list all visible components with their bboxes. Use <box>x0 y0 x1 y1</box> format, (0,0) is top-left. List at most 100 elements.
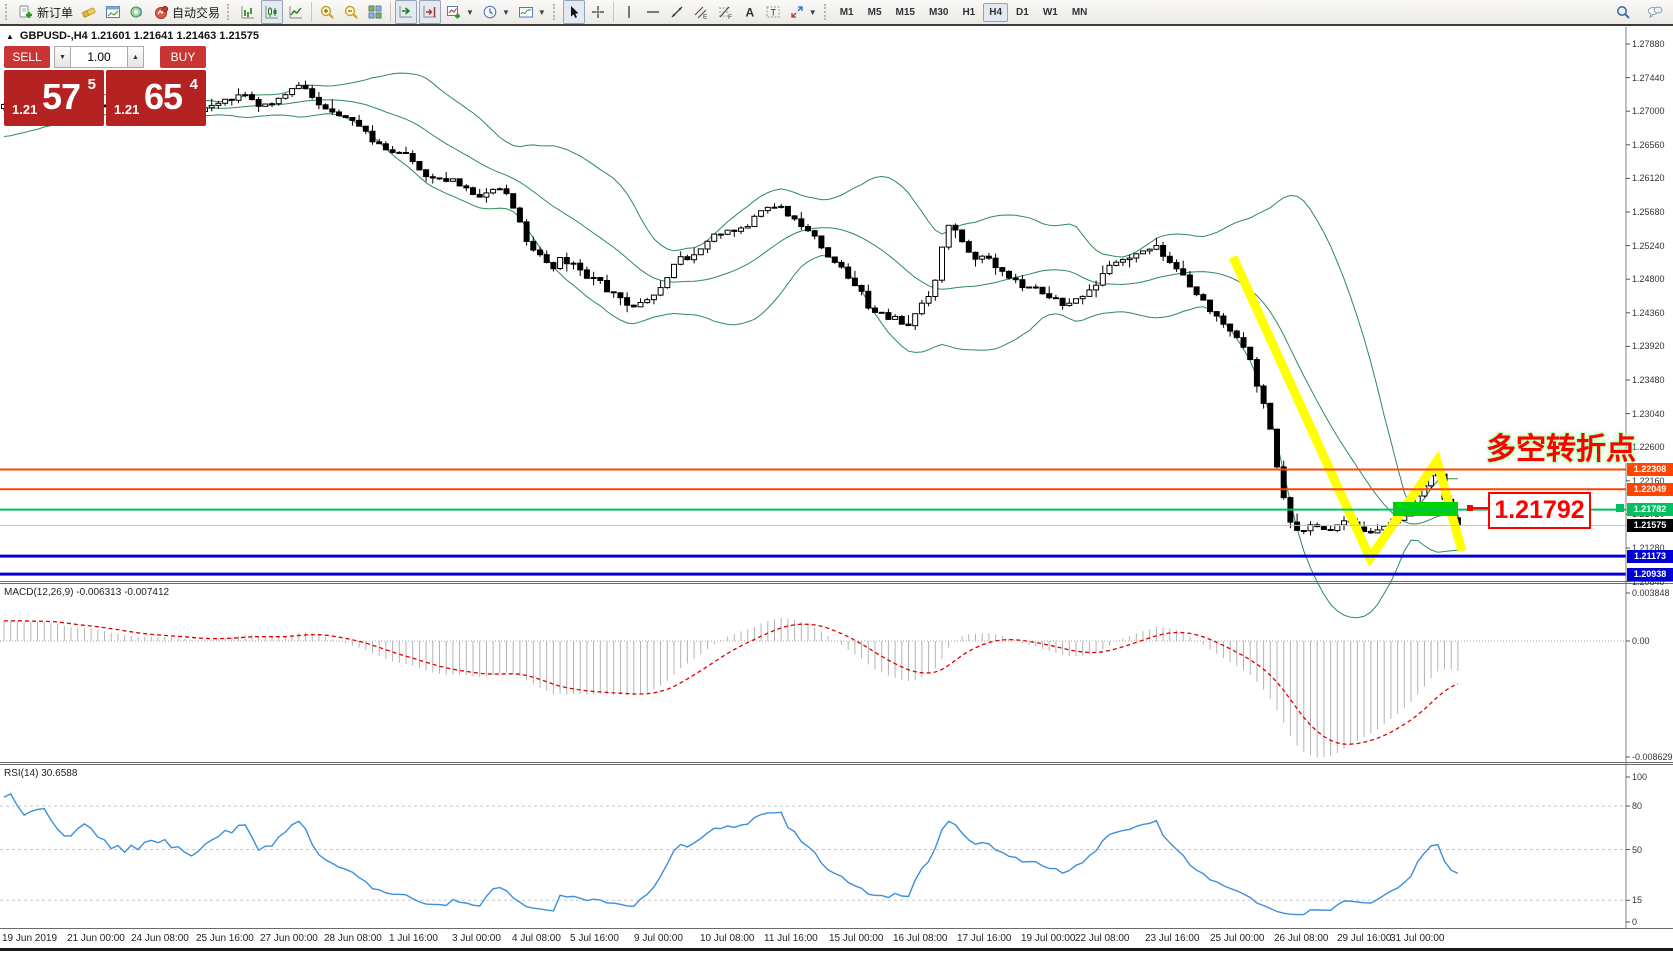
new-order-button-label: 新订单 <box>37 5 74 20</box>
line-chart-button[interactable] <box>285 0 307 24</box>
search-button[interactable] <box>1612 0 1634 24</box>
chart-shift-button[interactable] <box>395 0 418 24</box>
timeframe-m15[interactable]: M15 <box>895 6 915 18</box>
cursor-button[interactable] <box>562 0 585 24</box>
vertical-line-button[interactable] <box>618 0 640 24</box>
buy-price-prefix: 1.21 <box>114 102 140 117</box>
time-axis-label: 17 Jul 16:00 <box>957 933 1012 944</box>
text-label-button[interactable]: T <box>762 0 784 24</box>
rsi-tick-label: 0 <box>1632 917 1638 927</box>
price-tick-label: 1.25240 <box>1632 241 1665 251</box>
time-axis-label: 15 Jul 00:00 <box>829 933 884 944</box>
toolbar-grip[interactable] <box>552 4 559 20</box>
tile-windows-button[interactable] <box>364 0 386 24</box>
volume-input[interactable] <box>71 46 127 68</box>
timeframe-m30[interactable]: M30 <box>928 6 949 18</box>
periods-button[interactable]: ▼ <box>479 0 513 24</box>
time-axis-label: 28 Jun 08:00 <box>324 933 382 944</box>
toolbar-separator <box>612 2 614 22</box>
time-axis-label: 11 Jul 16:00 <box>764 933 818 944</box>
templates-button[interactable]: ▼ <box>515 0 549 24</box>
hline-icon <box>646 11 659 13</box>
trendline-button[interactable] <box>666 0 688 24</box>
indicators-button[interactable]: ▼ <box>443 0 477 24</box>
arrows-button[interactable]: ▼ <box>786 0 820 24</box>
volume-increase-button[interactable]: ▲ <box>127 46 144 68</box>
channel-button[interactable]: E <box>690 0 712 24</box>
buy-price-box[interactable]: 1.21 65 4 <box>106 70 206 126</box>
callout-connector-anchor <box>1467 505 1473 511</box>
price-tick-label: 1.23040 <box>1632 409 1665 419</box>
sell-price-box[interactable]: 1.21 57 5 <box>4 70 104 126</box>
line-end-marker[interactable] <box>1616 504 1624 512</box>
dropdown-arrow-icon[interactable]: ▼ <box>466 7 474 17</box>
zoom-in-button[interactable] <box>316 0 338 24</box>
auto-scroll-button[interactable] <box>419 0 442 24</box>
dropdown-arrow-icon[interactable]: ▼ <box>537 7 546 17</box>
timeframe-h4[interactable]: H4 <box>983 2 1009 22</box>
bar-chart-button[interactable] <box>237 0 259 24</box>
price-tick-label: 1.24360 <box>1632 308 1665 318</box>
macd-tick-label: 0.00 <box>1632 636 1650 646</box>
time-axis-label: 19 Jul 00:00 <box>1021 933 1076 944</box>
volume-stepper: ▼ ▲ <box>54 46 156 68</box>
timeframe-d1[interactable]: D1 <box>1016 6 1029 18</box>
trendline-icon <box>671 6 683 18</box>
price-level-label: 1.20938 <box>1627 568 1673 581</box>
zoom-in-icon <box>320 5 334 19</box>
vline-icon <box>628 6 630 18</box>
rsi-tick-label: 80 <box>1632 801 1643 811</box>
template-chart-icon <box>518 7 533 18</box>
timeframe-mn[interactable]: MN <box>1071 6 1088 18</box>
time-axis-label: 4 Jul 08:00 <box>512 933 561 944</box>
svg-text:T: T <box>770 8 776 18</box>
sell-button[interactable]: SELL <box>4 46 50 68</box>
open-chart-button[interactable] <box>102 0 124 24</box>
eraser-button[interactable] <box>78 0 100 24</box>
new-order-button[interactable]: 新订单 <box>15 0 76 24</box>
line-chart-icon <box>289 6 303 19</box>
toolbar-grip[interactable] <box>5 4 11 20</box>
autotrade-button[interactable]: 自动交易 <box>150 0 223 24</box>
price-level-label: 1.21173 <box>1627 550 1673 563</box>
level-lines[interactable] <box>0 468 1626 576</box>
time-axis-label: 23 Jul 16:00 <box>1145 933 1200 944</box>
timeframe-h1[interactable]: H1 <box>962 6 976 18</box>
sound-button[interactable] <box>126 0 148 24</box>
price-tick-label: 1.20840 <box>1632 577 1665 587</box>
autotrade-icon <box>155 5 169 19</box>
fibonacci-button[interactable]: F <box>714 0 736 24</box>
volume-decrease-button[interactable]: ▼ <box>54 46 71 68</box>
macd-panel <box>0 618 1626 757</box>
macd-tick-label: -0.008629 <box>1632 752 1673 762</box>
turning-point-annotation[interactable]: 多空转折点 <box>1486 433 1636 466</box>
dropdown-arrow-icon[interactable]: ▼ <box>808 7 817 17</box>
chart-shift-icon <box>399 6 413 18</box>
crosshair-button[interactable] <box>587 0 609 24</box>
rsi-tick-label: 15 <box>1632 895 1643 905</box>
chat-button[interactable] <box>1644 0 1666 24</box>
toolbar-grip[interactable] <box>227 4 233 20</box>
new-order-icon <box>19 5 32 18</box>
buy-button[interactable]: BUY <box>160 46 206 68</box>
price-tick-label: 1.25680 <box>1632 207 1665 217</box>
time-axis-label: 1 Jul 16:00 <box>389 933 438 944</box>
text-button[interactable]: A <box>738 0 760 24</box>
rsi-tick-label: 50 <box>1632 845 1643 855</box>
toolbar-grip[interactable] <box>823 4 830 20</box>
dropdown-arrow-icon[interactable]: ▼ <box>501 7 510 17</box>
timeframe-m1[interactable]: M1 <box>839 6 854 18</box>
timeframe-m5[interactable]: M5 <box>867 6 882 18</box>
horizontal-line-button[interactable] <box>642 0 664 24</box>
price-tick-label: 1.27000 <box>1632 106 1665 116</box>
price-callout-box[interactable]: 1.21792 <box>1488 492 1591 529</box>
time-axis-label: 16 Jul 08:00 <box>893 933 948 944</box>
candle-chart-button[interactable] <box>261 0 284 24</box>
timeframe-w1[interactable]: W1 <box>1042 6 1058 18</box>
zoom-out-button[interactable] <box>340 0 362 24</box>
tile-windows-icon <box>368 5 382 19</box>
collapse-icon[interactable]: ▲ <box>6 31 14 41</box>
time-axis-label: 25 Jul 00:00 <box>1210 933 1265 944</box>
toolbar-separator <box>311 2 313 22</box>
